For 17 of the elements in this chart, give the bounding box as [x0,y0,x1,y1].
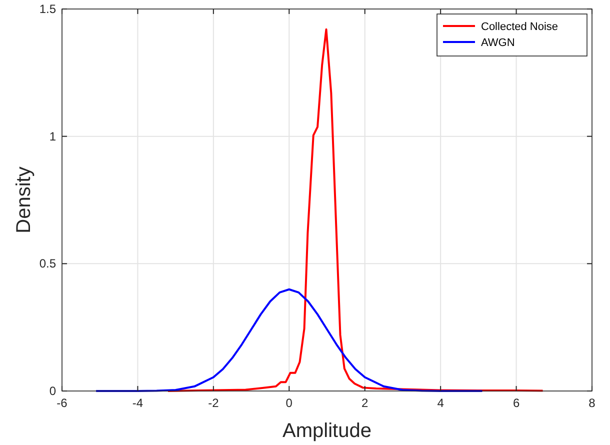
x-axis-title: Amplitude [282,420,372,442]
x-tick-label: -4 [132,396,144,410]
x-tick-label: -2 [208,396,220,410]
x-tick-label: 4 [437,396,444,410]
y-tick-label: 0.5 [39,256,56,271]
x-tick-label: 2 [362,396,369,410]
y-tick-label: 1 [49,129,56,144]
x-tick-label: 8 [588,396,596,410]
legend-label: Collected Noise [481,21,558,33]
y-tick-label: 1.5 [39,2,56,16]
y-tick-label: 0 [49,384,56,398]
legend-label: AWGN [481,37,515,49]
x-tick-label: -6 [56,396,68,410]
y-axis-title: Density [13,166,35,234]
line-series [95,288,484,392]
x-tick-label: 6 [512,396,520,410]
x-tick-label: 0 [286,396,293,410]
